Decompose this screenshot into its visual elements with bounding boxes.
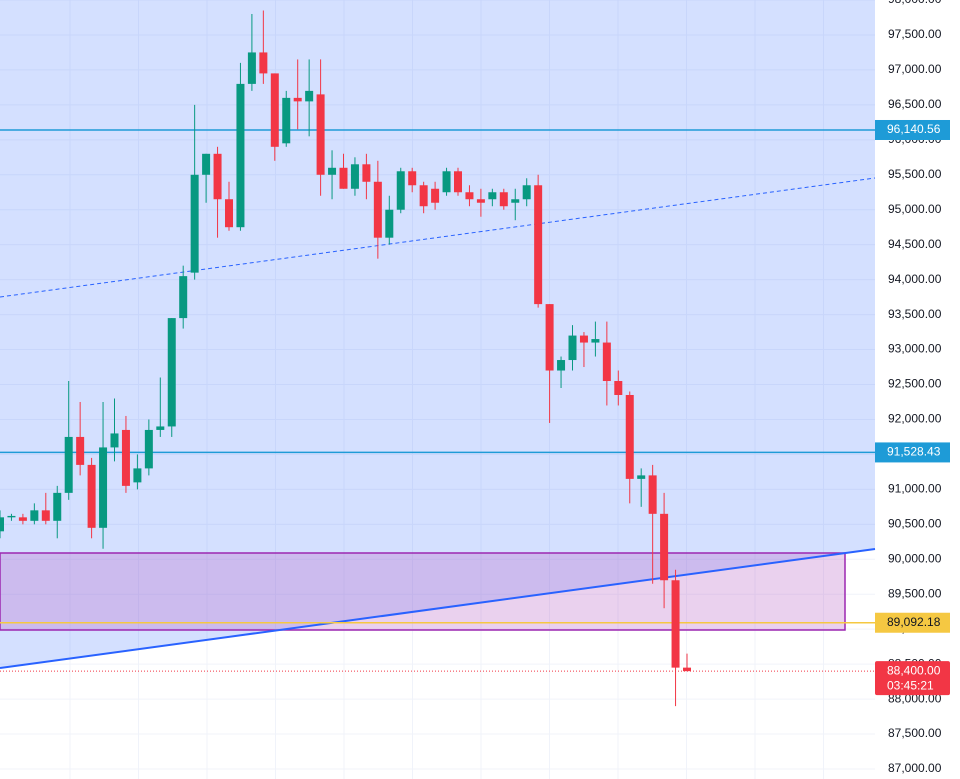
candle-body: [156, 426, 165, 430]
y-tick-label: 97,500.00: [888, 27, 942, 41]
candle-body: [568, 335, 577, 361]
candle-body: [499, 192, 508, 207]
candle-body: [454, 171, 462, 193]
candle-body: [488, 192, 497, 200]
level-label: 96,140.56: [887, 122, 941, 136]
level-label-box: [875, 612, 950, 633]
candle-body: [396, 171, 405, 210]
level-label: 91,528.43: [887, 445, 941, 459]
candle-body: [305, 90, 314, 102]
candle-body: [385, 209, 394, 238]
candle-body: [110, 433, 119, 448]
candle-body: [476, 199, 485, 203]
candle-body: [339, 167, 348, 189]
level-label-box: [875, 119, 950, 140]
candle-body: [76, 436, 85, 465]
y-tick-label: 93,000.00: [888, 342, 942, 356]
candle-body: [64, 436, 73, 493]
candle-body: [144, 429, 153, 469]
candle-body: [41, 510, 50, 521]
y-tick-label: 90,500.00: [888, 516, 942, 530]
last-price-box: [875, 661, 950, 696]
y-tick-label: 92,500.00: [888, 377, 942, 391]
level-label-box: [875, 442, 950, 463]
candle-body: [557, 360, 566, 371]
level-label: 89,092.18: [887, 615, 941, 629]
y-tick-label: 91,000.00: [888, 482, 942, 496]
candle-body: [683, 667, 691, 672]
y-tick-label: 94,000.00: [888, 272, 942, 286]
candle-body: [660, 513, 669, 581]
y-tick-label: 97,000.00: [888, 62, 942, 76]
y-tick-label: 96,500.00: [888, 97, 942, 111]
candle-body: [213, 153, 222, 200]
candle-body: [511, 199, 520, 203]
candle-body: [87, 464, 96, 528]
candle-body: [648, 475, 657, 514]
y-tick-label: 89,500.00: [888, 586, 942, 600]
candle-body: [30, 510, 39, 521]
y-tick-label: 90,000.00: [888, 551, 942, 565]
candle-body: [293, 97, 302, 102]
candle-body: [247, 52, 256, 84]
candle-body: [202, 153, 211, 175]
y-tick-label: 94,500.00: [888, 237, 942, 251]
candle-body: [602, 342, 611, 382]
candle-body: [579, 335, 588, 343]
candle-body: [591, 339, 600, 343]
y-tick-label: 87,000.00: [888, 761, 942, 775]
candle-body: [121, 429, 130, 486]
candle-body: [522, 185, 531, 200]
dashed-trendline: [0, 177, 876, 298]
candle-body: [328, 167, 337, 175]
candle-body: [236, 83, 245, 228]
y-tick-label: 95,500.00: [888, 167, 942, 181]
candle-body: [18, 517, 27, 521]
y-tick-label: 87,500.00: [888, 726, 942, 740]
y-tick-label: 93,500.00: [888, 307, 942, 321]
candle-body: [190, 174, 199, 273]
candle-body: [259, 52, 268, 74]
candle-body: [442, 171, 451, 193]
candle-body: [167, 318, 176, 427]
candle-body: [316, 94, 325, 175]
candle-body: [545, 304, 554, 371]
price-axis: 87,000.0087,500.0088,000.0088,500.0089,0…: [875, 0, 950, 775]
candle-body: [350, 164, 359, 189]
candle-body: [671, 580, 680, 668]
y-tick-label: 98,000.00: [888, 0, 942, 6]
candle-body: [0, 517, 4, 532]
zone-box: [0, 552, 846, 631]
candle-body: [362, 164, 371, 182]
candle-body: [270, 73, 279, 147]
candles: [0, 10, 691, 707]
candle-body: [179, 276, 188, 319]
last-price-label: 88,400.00: [887, 663, 941, 677]
candle-body: [431, 188, 440, 203]
candle-body: [99, 447, 108, 528]
y-tick-label: 95,000.00: [888, 202, 942, 216]
candle-body: [534, 185, 543, 305]
countdown-label: 03:45:21: [887, 678, 934, 692]
candle-body: [614, 381, 623, 395]
candle-body: [225, 199, 233, 228]
candle-body: [373, 181, 382, 238]
y-tick-label: 92,000.00: [888, 412, 942, 426]
candle-body: [637, 475, 646, 479]
candle-body: [7, 515, 16, 518]
candle-body: [419, 185, 428, 207]
candle-body: [408, 171, 417, 186]
candle-body: [133, 468, 142, 483]
candle-body: [282, 97, 291, 144]
candle-body: [625, 394, 634, 479]
trendline: [0, 548, 876, 669]
candle-body: [465, 192, 474, 200]
candle-body: [53, 492, 62, 521]
